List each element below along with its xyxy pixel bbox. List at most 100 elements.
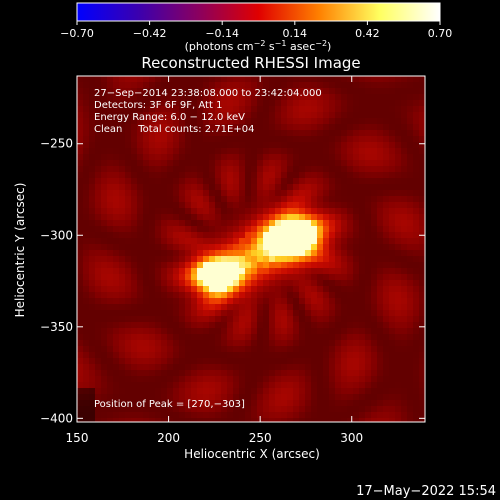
heatmap-cell <box>281 382 288 389</box>
heatmap-cell <box>335 268 342 275</box>
heatmap-cell <box>275 280 282 287</box>
heatmap-cell <box>317 376 324 383</box>
heatmap-cell <box>407 286 414 293</box>
heatmap-cell <box>293 274 300 281</box>
heatmap-cell <box>269 118 276 125</box>
heatmap-cell <box>407 76 414 83</box>
heatmap-cell <box>269 406 276 413</box>
heatmap-cell <box>167 388 174 395</box>
heatmap-cell <box>311 310 318 317</box>
heatmap-cell <box>413 244 420 251</box>
heatmap-cell <box>287 316 294 323</box>
heatmap-cell <box>329 136 336 143</box>
heatmap-cell <box>377 208 384 215</box>
heatmap-cell <box>389 148 396 155</box>
heatmap-cell <box>173 268 180 275</box>
heatmap-cell <box>185 232 192 239</box>
heatmap-cell <box>371 166 378 173</box>
heatmap-cell <box>287 208 294 215</box>
heatmap-cell <box>257 118 264 125</box>
heatmap-cell <box>311 418 318 422</box>
heatmap-cell <box>401 184 408 191</box>
heatmap-cell <box>245 310 252 317</box>
heatmap-cell <box>125 172 132 179</box>
heatmap-cell <box>131 412 138 419</box>
heatmap-cell <box>287 82 294 89</box>
heatmap-cell <box>239 154 246 161</box>
heatmap-cell <box>227 322 234 329</box>
heatmap-cell <box>173 412 180 419</box>
heatmap-cell <box>113 406 120 413</box>
heatmap-cell <box>323 364 330 371</box>
heatmap-cell <box>395 304 402 311</box>
heatmap-cell <box>341 412 348 419</box>
heatmap-cell <box>125 382 132 389</box>
heatmap-cell <box>299 130 306 137</box>
heatmap-cell <box>107 406 114 413</box>
heatmap-cell <box>179 328 186 335</box>
heatmap-cell <box>131 406 138 413</box>
heatmap-cell <box>125 268 132 275</box>
heatmap-cell <box>119 118 126 125</box>
heatmap-cell <box>251 268 258 275</box>
heatmap-cell <box>155 244 162 251</box>
heatmap-cell <box>359 88 366 95</box>
heatmap-cell <box>203 418 210 422</box>
heatmap-cell <box>107 214 114 221</box>
heatmap-cell <box>257 328 264 335</box>
heatmap-cell <box>155 262 162 269</box>
heatmap-cell <box>383 370 390 377</box>
heatmap-cell <box>131 238 138 245</box>
heatmap-cell <box>311 220 318 227</box>
heatmap-cell <box>245 334 252 341</box>
heatmap-cell <box>233 400 240 407</box>
heatmap-cell <box>137 154 144 161</box>
heatmap-cell <box>311 328 318 335</box>
heatmap-cell <box>245 148 252 155</box>
heatmap-cell <box>263 250 270 257</box>
heatmap-cell <box>143 232 150 239</box>
heatmap-cell <box>89 130 96 137</box>
heatmap-cell <box>101 154 108 161</box>
heatmap-cell <box>179 196 186 203</box>
heatmap-cell <box>341 172 348 179</box>
heatmap-cell <box>389 178 396 185</box>
heatmap-cell <box>221 100 228 107</box>
heatmap-cell <box>167 148 174 155</box>
heatmap-cell <box>281 88 288 95</box>
heatmap-cell <box>221 292 228 299</box>
heatmap-cell <box>287 286 294 293</box>
heatmap-cell <box>377 382 384 389</box>
heatmap-cell <box>317 160 324 167</box>
heatmap-cell <box>191 400 198 407</box>
heatmap-cell <box>389 160 396 167</box>
heatmap-cell <box>407 376 414 383</box>
heatmap-cell <box>335 316 342 323</box>
heatmap-cell <box>263 196 270 203</box>
heatmap-cell <box>167 232 174 239</box>
heatmap-cell <box>89 298 96 305</box>
heatmap-cell <box>329 394 336 401</box>
heatmap-cell <box>395 184 402 191</box>
heatmap-cell <box>173 76 180 83</box>
heatmap-cell <box>221 274 228 281</box>
heatmap-cell <box>83 376 90 383</box>
heatmap-cell <box>287 160 294 167</box>
heatmap-cell <box>245 190 252 197</box>
heatmap-cell <box>245 238 252 245</box>
heatmap-cell <box>395 238 402 245</box>
heatmap-cell <box>83 268 90 275</box>
heatmap-cell <box>215 214 222 221</box>
heatmap-cell <box>227 274 234 281</box>
x-tick-label: 250 <box>249 431 272 445</box>
heatmap-cell <box>395 394 402 401</box>
heatmap-cell <box>215 400 222 407</box>
heatmap-cell <box>323 256 330 263</box>
heatmap-cell <box>167 292 174 299</box>
heatmap-cell <box>125 106 132 113</box>
heatmap-cell <box>401 196 408 203</box>
heatmap-cell <box>407 274 414 281</box>
heatmap-cell <box>161 220 168 227</box>
heatmap-cell <box>257 286 264 293</box>
heatmap-cell <box>359 220 366 227</box>
